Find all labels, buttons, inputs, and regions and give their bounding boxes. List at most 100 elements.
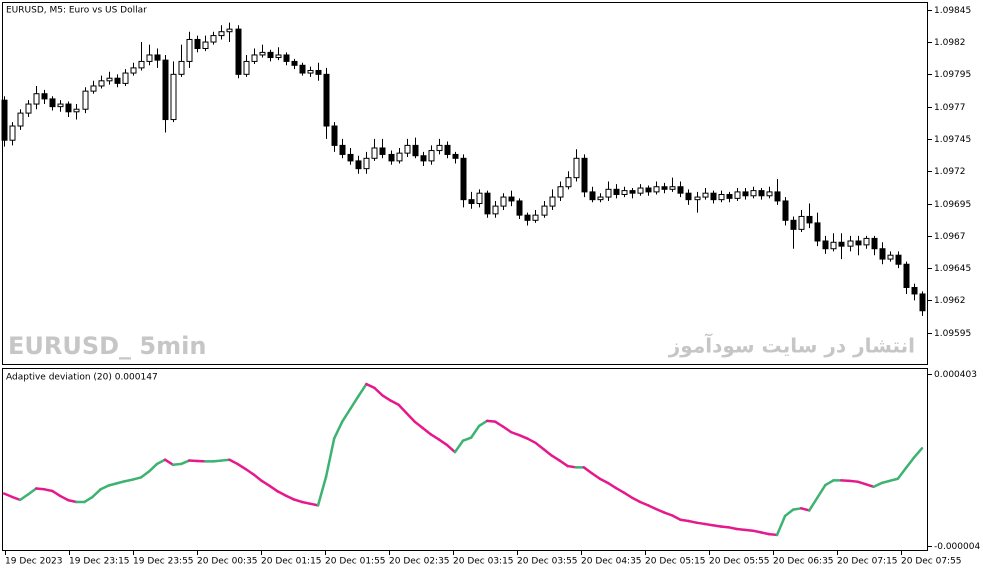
indicator-segment — [99, 484, 110, 491]
indicator-segment — [888, 477, 900, 483]
candle-body — [186, 38, 193, 62]
candle-body — [532, 214, 539, 221]
indicator-segment — [791, 507, 803, 511]
indicator-segment — [485, 419, 497, 423]
y-tick-label: 1.09745 — [934, 135, 971, 145]
indicator-segment — [429, 433, 441, 441]
indicator-segment — [751, 529, 763, 534]
indicator-segment — [292, 498, 304, 504]
indicator-segment — [695, 521, 706, 526]
indicator-segment — [284, 494, 296, 501]
indicator-segment — [163, 458, 175, 467]
y-tick-label: 0.000403 — [934, 370, 977, 380]
candle-body — [138, 60, 145, 69]
indicator-segment — [904, 456, 916, 470]
indicator-segment — [405, 411, 416, 423]
candle-body — [774, 191, 781, 202]
y-tick-label: 1.0977 — [934, 103, 966, 113]
indicator-segment — [510, 430, 521, 437]
candle-body — [476, 192, 483, 205]
candle-body — [871, 237, 878, 250]
indicator-segment — [679, 518, 690, 523]
y-tick-label: 1.0962 — [934, 296, 966, 306]
candle-body — [170, 73, 177, 121]
indicator-segment — [848, 479, 859, 483]
candle-body — [57, 103, 64, 108]
candle-body — [653, 186, 660, 193]
indicator-segment — [493, 420, 505, 428]
candle-body — [790, 219, 797, 230]
candle-body — [508, 196, 515, 202]
candle-body — [363, 157, 370, 170]
price-panel — [2, 2, 928, 365]
indicator-segment — [727, 526, 739, 531]
candle-body — [162, 59, 169, 121]
candle-body — [573, 157, 580, 179]
y-tick-label: 1.0967 — [934, 232, 966, 242]
candle-body — [122, 72, 129, 84]
indicator-segment — [324, 437, 336, 478]
candle-body — [847, 240, 854, 247]
candle-body — [339, 144, 346, 155]
candle-body — [911, 286, 918, 295]
indicator-segment — [783, 508, 795, 518]
x-tick-label: 20 Dec 05:55 — [709, 557, 770, 567]
candle-body — [371, 147, 378, 159]
indicator-segment — [155, 458, 167, 466]
indicator-segment — [67, 499, 78, 504]
candle-body — [235, 28, 242, 75]
candle-body — [702, 192, 709, 198]
candle-body — [782, 200, 789, 221]
indicator-segment — [630, 496, 642, 504]
y-tick-label: 1.0972 — [934, 167, 966, 177]
candle-body — [661, 186, 668, 190]
candle-body — [452, 153, 459, 159]
indicator-segment — [340, 407, 352, 423]
candle-body — [291, 60, 298, 66]
indicator-segment — [518, 433, 529, 440]
candle-body — [9, 125, 16, 141]
candle-body — [750, 190, 757, 197]
indicator-segment — [582, 466, 594, 475]
indicator-segment — [260, 479, 271, 488]
candle-body — [581, 157, 588, 193]
indicator-segment — [598, 477, 610, 485]
candle-body — [226, 28, 233, 33]
candle-body — [637, 187, 644, 194]
candle-body — [307, 69, 314, 74]
indicator-segment — [59, 494, 70, 502]
candle-body — [444, 144, 451, 155]
y-tick-label: 1.0982 — [934, 38, 966, 48]
x-tick-label: 20 Dec 04:35 — [581, 557, 642, 567]
indicator-segment — [123, 478, 135, 483]
indicator-segment — [171, 462, 183, 467]
candle-body — [589, 191, 596, 201]
indicator-segment — [244, 467, 255, 476]
candle-body — [621, 190, 628, 195]
candle-body — [685, 192, 692, 201]
candle-body — [73, 108, 80, 113]
indicator-segment — [880, 479, 892, 485]
indicator-segment — [590, 471, 602, 480]
indicator-segment — [864, 482, 875, 489]
indicator-segment — [316, 475, 328, 507]
candle-body — [516, 200, 523, 216]
candle-body — [549, 196, 556, 207]
indicator-segment — [91, 488, 102, 499]
indicator-segment — [687, 519, 698, 524]
x-tick-label: 20 Dec 07:15 — [837, 557, 898, 567]
candle-body — [492, 205, 499, 215]
candle-body — [275, 54, 282, 59]
indicator-segment — [896, 466, 908, 480]
candle-body — [355, 160, 362, 170]
indicator-segment — [10, 495, 22, 502]
candle-body — [106, 77, 113, 82]
indicator-segment — [622, 491, 634, 499]
candle-body — [82, 90, 89, 110]
candle-body — [98, 80, 105, 87]
candle-body — [243, 60, 250, 75]
indicator-segment — [268, 484, 280, 493]
candle-body — [830, 241, 837, 250]
